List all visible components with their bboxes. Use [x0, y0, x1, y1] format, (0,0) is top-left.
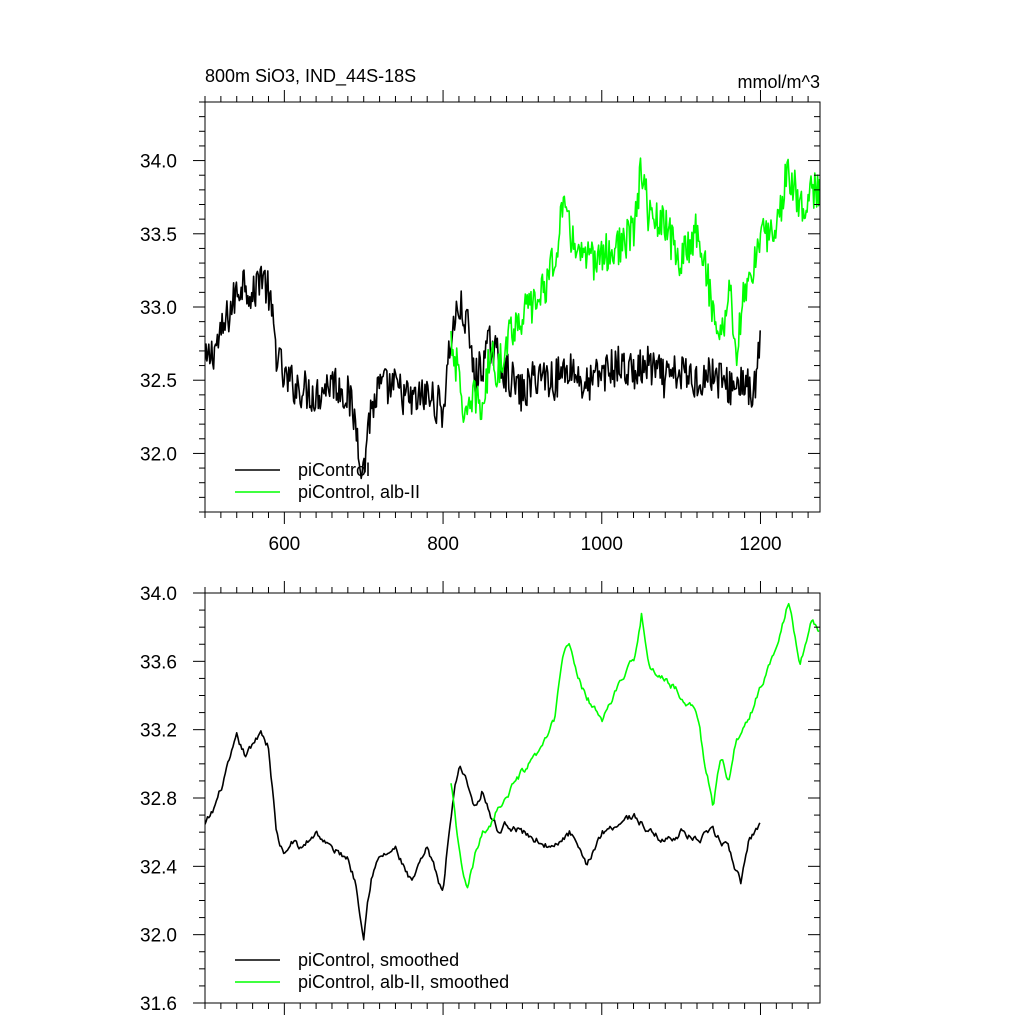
top-series-layer — [205, 157, 820, 480]
top-y-tick-label: 32.0 — [140, 444, 177, 465]
bottom-y-tick-label: 34.0 — [140, 584, 177, 605]
bottom-legend-label-0: piControl, smoothed — [298, 950, 459, 970]
bottom-y-tick-label: 31.6 — [140, 994, 177, 1015]
top-legend-label-1: piControl, alb-II — [298, 482, 420, 502]
bottom-series-line-1 — [450, 602, 820, 889]
top-y-tick-label: 34.0 — [140, 152, 177, 173]
top-series-line-1 — [450, 157, 820, 424]
top-y-tick-label: 33.0 — [140, 298, 177, 319]
top-chart-panel: 800m SiO3, IND_44S-18S mmol/m^3 600 800 10… — [140, 66, 821, 555]
bottom-legend-label-1: piControl, alb-II, smoothed — [298, 972, 509, 992]
bottom-chart-panel: 31.6 32.0 32.4 32.8 33.2 33.6 34.0 piControl, … — [140, 581, 821, 1015]
bottom-y-tick-label: 33.2 — [140, 721, 177, 742]
top-x-tick-label: 1200 — [739, 534, 781, 555]
bottom-y-tick-label: 32.0 — [140, 926, 177, 947]
bottom-y-tick-label: 33.6 — [140, 652, 177, 673]
top-x-tick-label: 800 — [427, 534, 459, 555]
top-x-tick-label: 1000 — [581, 534, 623, 555]
bottom-y-tick-label: 32.4 — [140, 857, 177, 878]
top-y-tick-label: 32.5 — [140, 371, 177, 392]
top-x-tick-label: 600 — [269, 534, 301, 555]
top-axes-layer: 600 800 1000 1200 32.0 32.5 33.0 33.5 34.0 — [140, 90, 821, 555]
bottom-series-layer — [205, 602, 820, 941]
top-chart-units: mmol/m^3 — [738, 72, 820, 92]
top-chart-title: 800m SiO3, IND_44S-18S — [205, 66, 416, 87]
top-series-line-0 — [205, 265, 761, 480]
bottom-axes-layer: 31.6 32.0 32.4 32.8 33.2 33.6 34.0 — [140, 581, 821, 1015]
top-legend-label-0: piControl — [298, 460, 370, 480]
bottom-series-line-0 — [205, 729, 761, 941]
top-y-tick-label: 33.5 — [140, 225, 177, 246]
bottom-y-tick-label: 32.8 — [140, 789, 177, 810]
bottom-plot-frame — [204, 592, 821, 1004]
